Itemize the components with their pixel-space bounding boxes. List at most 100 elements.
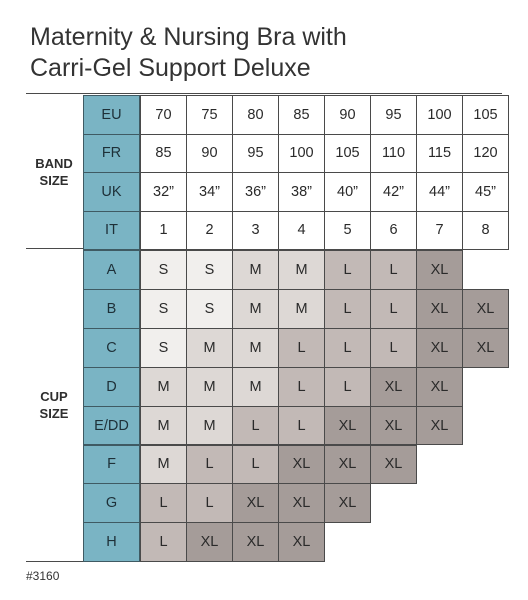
size-cell: XL <box>462 327 509 368</box>
band-value-cell: 42” <box>370 172 417 212</box>
product-code: #3160 <box>26 569 60 583</box>
size-cell: M <box>140 366 187 407</box>
band-system-header: EU <box>83 95 140 135</box>
size-cell: M <box>140 405 187 446</box>
band-value-cell: 120 <box>462 133 509 173</box>
band-size-label: BAND SIZE <box>35 156 73 188</box>
size-cell: S <box>186 288 233 329</box>
size-cell: XL <box>278 522 325 563</box>
size-cell: L <box>324 327 371 368</box>
top-rule <box>26 93 502 94</box>
size-cell: L <box>324 366 371 407</box>
size-cell: XL <box>186 522 233 563</box>
size-cell: S <box>186 250 233 290</box>
size-cell: L <box>370 250 417 290</box>
size-cell: XL <box>416 250 463 290</box>
band-value-cell: 105 <box>324 133 371 173</box>
size-cell: L <box>370 288 417 329</box>
size-cell: L <box>186 483 233 524</box>
band-value-cell: 100 <box>278 133 325 173</box>
size-cell: XL <box>370 444 417 485</box>
size-cell: XL <box>232 483 279 524</box>
band-value-cell: 3 <box>232 210 279 250</box>
size-cell: XL <box>416 405 463 446</box>
band-value-cell: 70 <box>140 95 187 135</box>
size-cell: XL <box>370 405 417 446</box>
band-value-cell: 115 <box>416 133 463 173</box>
band-value-cell: 80 <box>232 95 279 135</box>
band-value-cell: 90 <box>186 133 233 173</box>
size-cell: L <box>324 250 371 290</box>
band-value-cell: 34” <box>186 172 233 212</box>
band-value-cell: 44” <box>416 172 463 212</box>
band-value-cell: 40” <box>324 172 371 212</box>
bottom-rule <box>26 561 86 562</box>
cup-size-label: CUP SIZE <box>39 389 69 421</box>
size-cell: M <box>232 250 279 290</box>
cup-header: C <box>83 327 140 368</box>
band-value-cell: 95 <box>370 95 417 135</box>
size-cell: S <box>140 288 187 329</box>
size-cell: L <box>324 288 371 329</box>
size-cell: M <box>140 444 187 485</box>
band-value-cell: 85 <box>278 95 325 135</box>
size-cell: L <box>370 327 417 368</box>
band-value-cell: 7 <box>416 210 463 250</box>
cup-header: G <box>83 483 140 524</box>
chart-title: Maternity & Nursing Bra with Carri-Gel S… <box>30 22 510 84</box>
band-value-cell: 36” <box>232 172 279 212</box>
cup-header: A <box>83 250 140 290</box>
title-line-1: Maternity & Nursing Bra with <box>30 23 347 51</box>
size-cell: M <box>278 288 325 329</box>
size-cell: L <box>278 366 325 407</box>
band-value-cell: 105 <box>462 95 509 135</box>
size-cell: XL <box>324 483 371 524</box>
cup-header: F <box>83 444 140 485</box>
band-value-cell: 110 <box>370 133 417 173</box>
band-value-cell: 5 <box>324 210 371 250</box>
size-cell: S <box>140 250 187 290</box>
size-cell: M <box>186 327 233 368</box>
size-cell: L <box>278 405 325 446</box>
size-cell: XL <box>324 444 371 485</box>
size-cell: XL <box>370 366 417 407</box>
cup-header: H <box>83 522 140 563</box>
band-value-cell: 95 <box>232 133 279 173</box>
cup-header: D <box>83 366 140 407</box>
size-cell: XL <box>278 444 325 485</box>
size-cell: XL <box>278 483 325 524</box>
size-cell: XL <box>416 366 463 407</box>
band-system-header: IT <box>83 210 140 250</box>
band-value-cell: 2 <box>186 210 233 250</box>
size-cell: XL <box>324 405 371 446</box>
band-value-cell: 85 <box>140 133 187 173</box>
size-cell: XL <box>462 288 509 329</box>
size-cell: M <box>186 405 233 446</box>
title-line-2: Carri-Gel Support Deluxe <box>30 54 311 82</box>
size-cell: M <box>232 327 279 368</box>
size-cell: S <box>140 327 187 368</box>
band-value-cell: 100 <box>416 95 463 135</box>
band-value-cell: 8 <box>462 210 509 250</box>
size-cell: L <box>186 444 233 485</box>
band-value-cell: 4 <box>278 210 325 250</box>
band-value-cell: 75 <box>186 95 233 135</box>
size-cell: M <box>232 288 279 329</box>
size-cell: L <box>140 483 187 524</box>
size-cell: L <box>232 444 279 485</box>
band-value-cell: 90 <box>324 95 371 135</box>
band-system-header: FR <box>83 133 140 173</box>
size-cell: L <box>140 522 187 563</box>
size-cell: XL <box>232 522 279 563</box>
band-value-cell: 1 <box>140 210 187 250</box>
size-cell: XL <box>416 327 463 368</box>
cup-header: B <box>83 288 140 329</box>
size-cell: L <box>278 327 325 368</box>
size-cell: M <box>232 366 279 407</box>
band-value-cell: 6 <box>370 210 417 250</box>
size-cell: XL <box>416 288 463 329</box>
size-cell: L <box>232 405 279 446</box>
size-cell: M <box>186 366 233 407</box>
band-value-cell: 38” <box>278 172 325 212</box>
band-value-cell: 45” <box>462 172 509 212</box>
